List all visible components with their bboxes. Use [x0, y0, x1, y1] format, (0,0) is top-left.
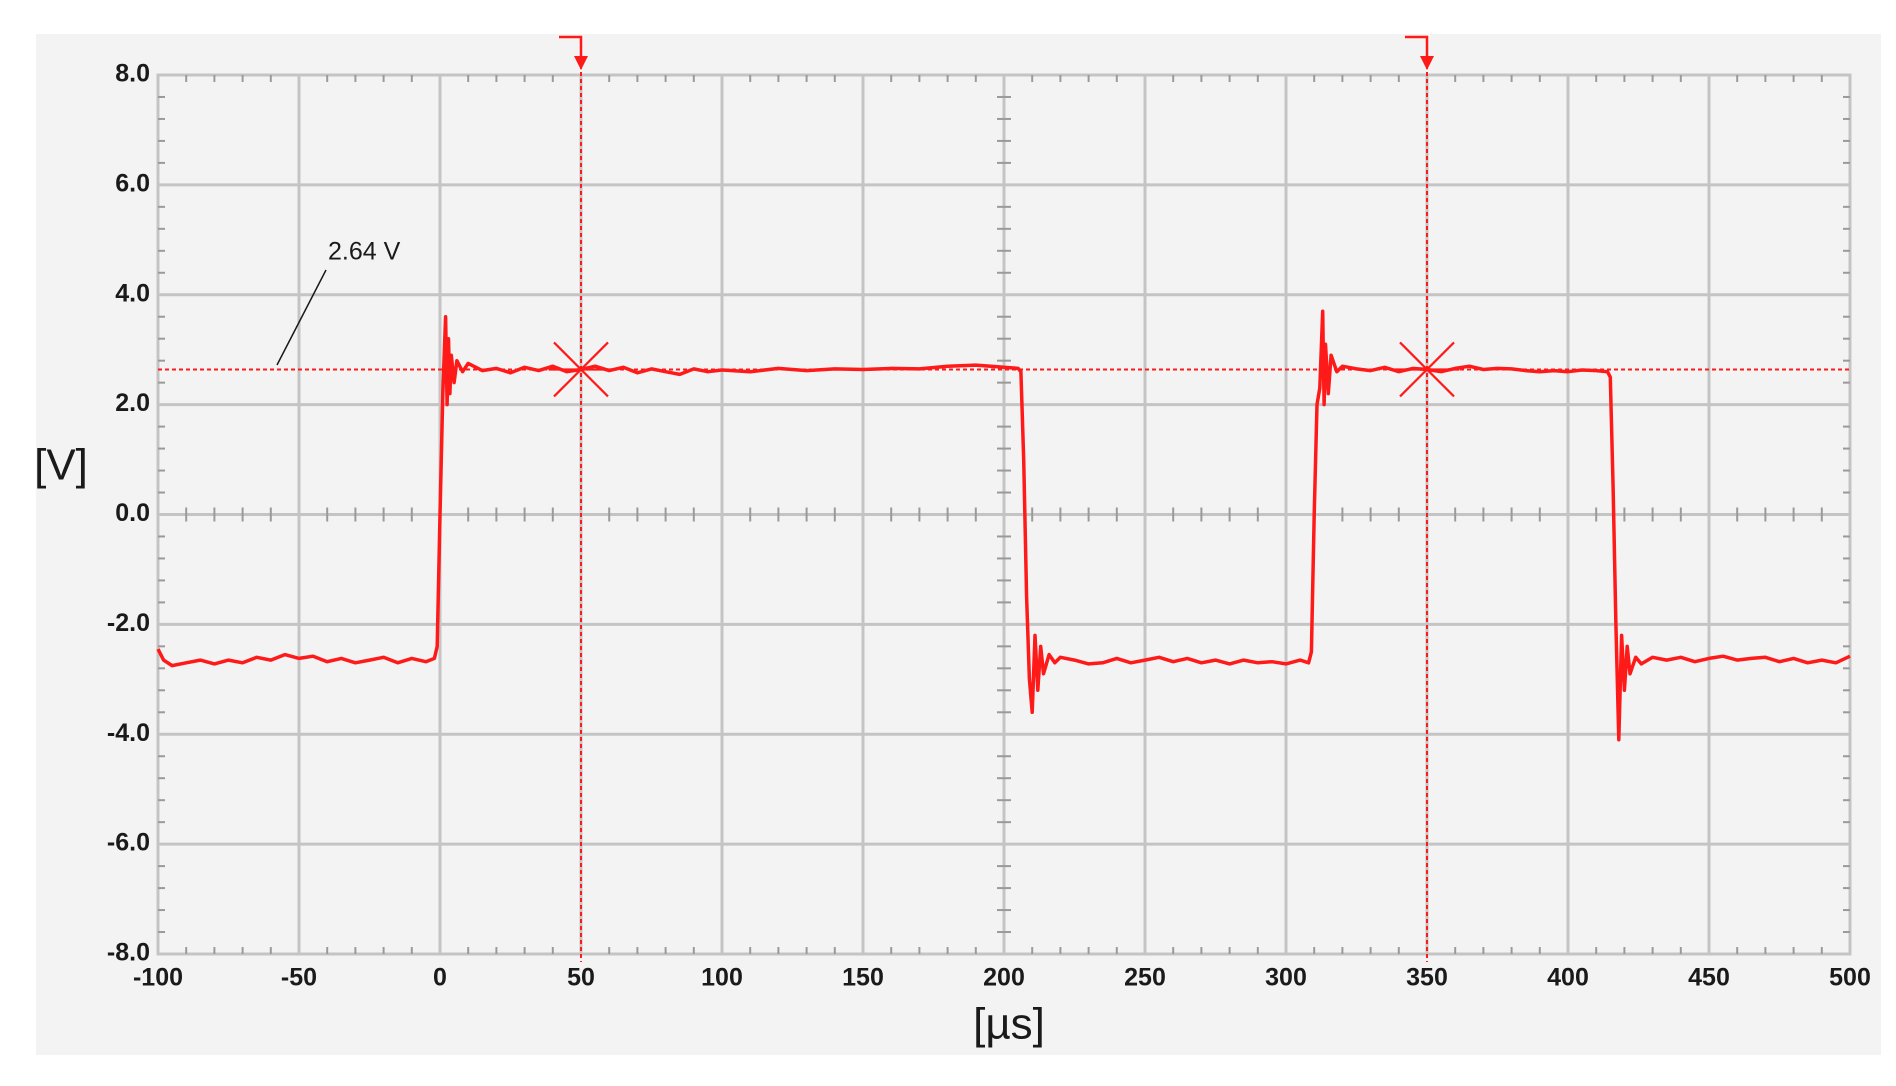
y-tick-label: 6.0 — [115, 169, 150, 197]
x-tick-label: 0 — [433, 964, 447, 992]
x-tick-label: 400 — [1547, 964, 1589, 992]
x-tick-label: 50 — [567, 964, 595, 992]
y-tick-label: -4.0 — [107, 719, 150, 747]
x-axis-label: [µs] — [973, 1000, 1045, 1049]
y-tick-label: 2.0 — [115, 389, 150, 417]
cursor-marker — [548, 341, 614, 398]
x-tick-label: 150 — [842, 964, 884, 992]
x-tick-label: 100 — [701, 964, 743, 992]
y-tick-label: -2.0 — [107, 609, 150, 637]
cursor-arrow — [574, 56, 588, 70]
y-tick-label: 0.0 — [115, 499, 150, 527]
trace-line — [156, 309, 1851, 742]
plot-border — [156, 73, 1852, 956]
x-tick-label: -100 — [133, 964, 183, 992]
cursor-label: 2.64 V — [328, 238, 401, 266]
y-tick-label: 4.0 — [115, 279, 150, 307]
x-tick-label: 300 — [1265, 964, 1307, 992]
x-tick-label: 200 — [983, 964, 1025, 992]
x-tick-label: 450 — [1688, 964, 1730, 992]
cursor-marker — [1394, 341, 1460, 398]
x-tick-label: -50 — [281, 964, 317, 992]
y-axis-label: [V] — [34, 441, 88, 490]
x-tick-label: 250 — [1124, 964, 1166, 992]
panel-background — [36, 34, 1881, 1055]
y-tick-label: -8.0 — [107, 939, 150, 967]
y-tick-label: -6.0 — [107, 829, 150, 857]
x-tick-label: 500 — [1829, 964, 1871, 992]
x-tick-label: 350 — [1406, 964, 1448, 992]
cursor-arrow — [1420, 56, 1434, 70]
annotation-leader — [276, 269, 327, 366]
y-tick-label: 8.0 — [115, 60, 150, 88]
cursor-flag — [1405, 35, 1429, 58]
cursor-flag — [559, 35, 583, 58]
